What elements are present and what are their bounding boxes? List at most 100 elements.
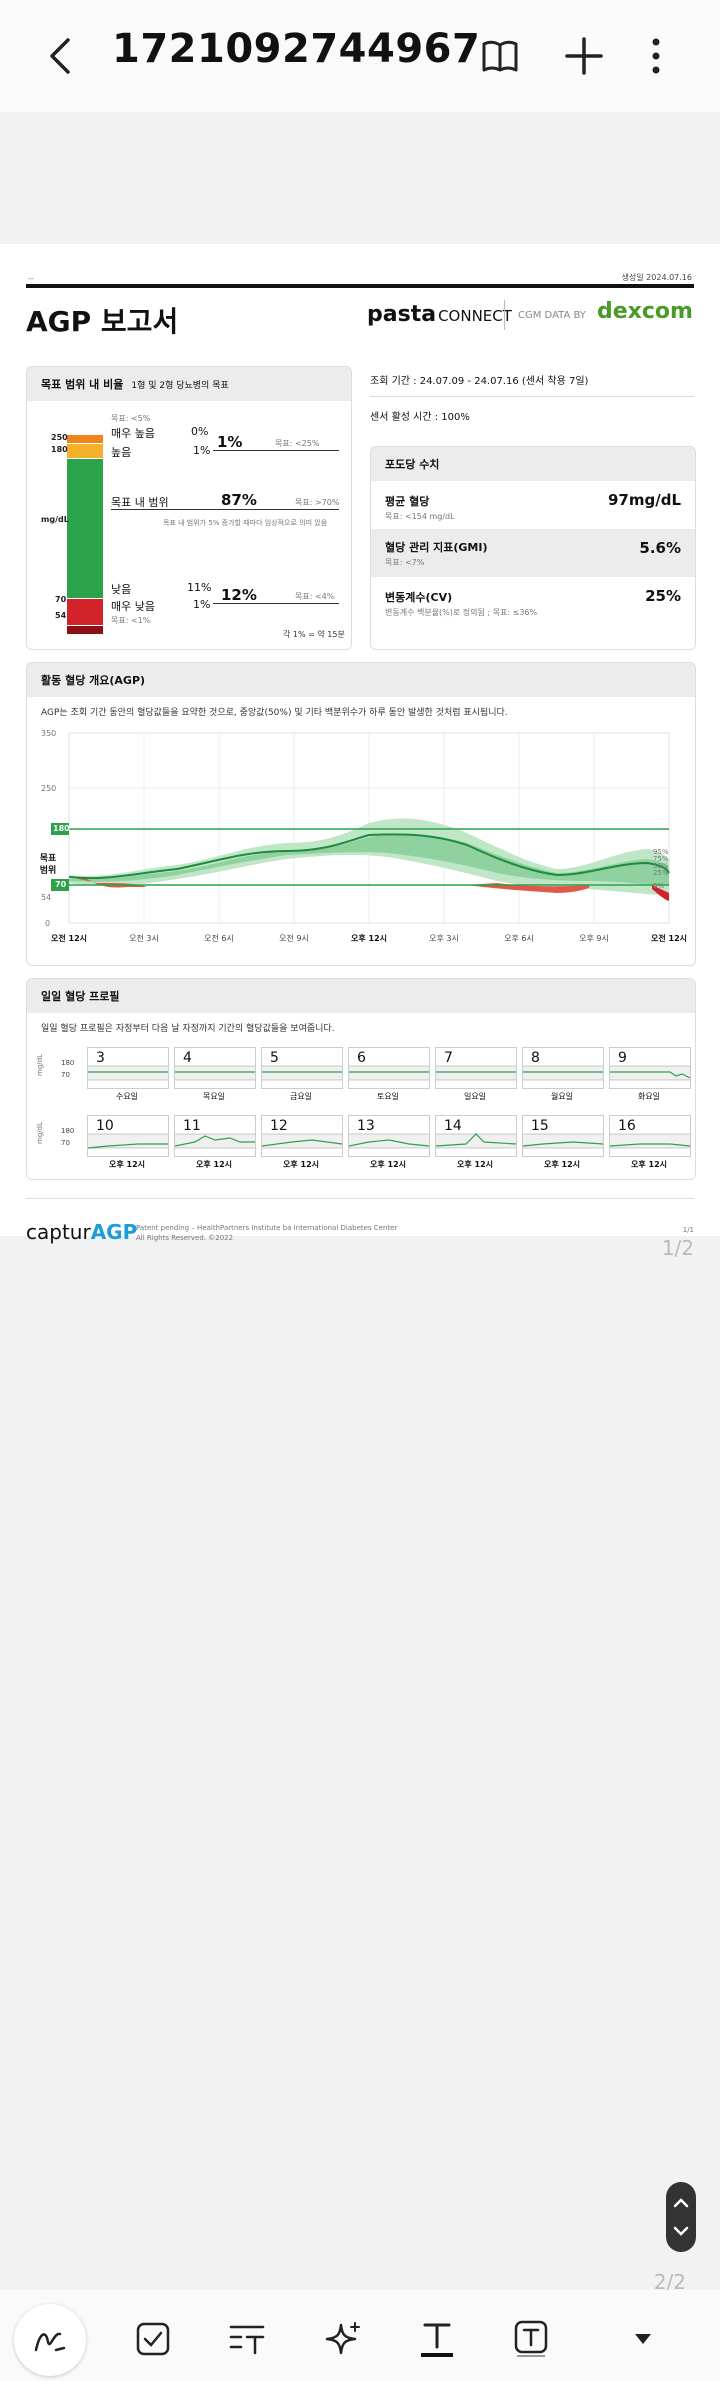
very-high-pct: 0% <box>191 425 209 438</box>
cv-value: 25% <box>645 587 681 605</box>
pen-draw-icon[interactable] <box>14 2304 86 2376</box>
daily-profile-cell: 12 <box>261 1115 343 1157</box>
bar-low <box>67 599 103 625</box>
daily-day-label: 토요일 <box>376 1092 400 1101</box>
tir-axis-54: 54 <box>55 611 67 620</box>
footer-page-small: 1/1 <box>682 1226 694 1234</box>
agp-x-label: 오후 12시 <box>351 934 387 943</box>
daily-profile-cell: 8 <box>522 1047 604 1089</box>
daily-day-label: 오후 12시 <box>631 1160 667 1169</box>
daily-day-label: 오후 12시 <box>544 1160 580 1169</box>
daily-day-label: 오후 12시 <box>196 1160 232 1169</box>
bar-very-low <box>67 626 103 634</box>
agp-x-label: 오후 3시 <box>429 934 459 943</box>
daily-description: 일일 혈당 프로필은 자정부터 다음 날 자정까지 기간의 혈당값들을 보여줍니… <box>41 1024 335 1034</box>
goal-high: 목표: <25% <box>275 439 320 448</box>
daily-day-number: 5 <box>270 1050 279 1066</box>
daily-day-label: 월요일 <box>550 1092 574 1101</box>
agp-y-54: 54 <box>41 893 52 902</box>
agp-x-label: 오전 12시 <box>51 934 87 943</box>
daily-day-number: 7 <box>444 1050 453 1066</box>
daily-day-number: 14 <box>444 1118 462 1134</box>
agp-percentiles: 95% 75% 50% 25% 5% <box>653 848 669 890</box>
text-box-icon[interactable] <box>506 2314 556 2364</box>
footer-page: 1/2 <box>661 1236 694 1260</box>
report-page: -- 생성일 2024.07.16 AGP 보고서 pasta CONNECT C… <box>0 244 720 1260</box>
daily-axis-y180: 180 <box>61 1127 75 1135</box>
daily-profile-cell: 3 <box>87 1047 169 1089</box>
daily-axis-y70: 70 <box>61 1139 70 1147</box>
header-rule <box>26 284 694 288</box>
book-icon[interactable] <box>476 28 524 84</box>
ai-sparkle-icon[interactable] <box>318 2314 368 2364</box>
chevron-down-icon[interactable] <box>618 2314 668 2364</box>
report-period: 조회 기간 : 24.07.09 - 24.07.16 (센서 착용 7일) <box>370 376 589 387</box>
goal-in-range: 목표: >70% <box>295 498 340 507</box>
agp-heading: 활동 혈당 개요(AGP) <box>27 663 695 697</box>
bar-very-high <box>67 435 103 443</box>
very-high-label: 매우 높음 <box>111 427 155 440</box>
daily-profile-cell: 15 <box>522 1115 604 1157</box>
text-tool-icon[interactable] <box>412 2314 462 2364</box>
agp-description: AGP는 조회 기간 동안의 혈당값들을 요약한 것으로, 중앙값(50%) 및… <box>41 708 508 718</box>
daily-day-number: 12 <box>270 1118 288 1134</box>
capturagp-logo: capturAGP <box>26 1220 138 1244</box>
daily-profile-cell: 10 <box>87 1115 169 1157</box>
daily-profile-cell: 7 <box>435 1047 517 1089</box>
checkbox-icon[interactable] <box>128 2314 178 2364</box>
daily-day-label: 금요일 <box>289 1092 313 1101</box>
more-options-icon[interactable] <box>632 28 680 84</box>
in-range-label: 목표 내 범위 <box>111 496 169 509</box>
avg-glucose-value: 97mg/dL <box>607 491 681 509</box>
avg-glucose-goal: 목표: <154 mg/dL <box>385 512 455 521</box>
daily-day-number: 3 <box>96 1050 105 1066</box>
daily-day-number: 10 <box>96 1118 114 1134</box>
text-format-icon[interactable] <box>222 2314 272 2364</box>
combined-low-pct: 12% <box>221 586 257 604</box>
gmi-label: 혈당 관리 지표(GMI) <box>385 541 488 554</box>
report-title: AGP 보고서 <box>26 305 179 338</box>
footer-rights: All Rights Reserved. ©2022 <box>136 1234 234 1242</box>
daily-unit-row2: mg/dL <box>35 1122 44 1144</box>
tir-axis-180: 180 <box>51 445 68 454</box>
page-scroll-control[interactable] <box>666 2182 696 2252</box>
agp-x-label: 오전 3시 <box>129 934 159 943</box>
high-pct: 1% <box>193 444 211 457</box>
in-range-rule <box>111 509 339 510</box>
agp-y-180: 180 <box>53 824 70 833</box>
pasta-logo: pasta CONNECT <box>367 302 512 327</box>
bar-high <box>67 444 103 458</box>
daily-profile-cell: 14 <box>435 1115 517 1157</box>
daily-day-number: 9 <box>618 1050 627 1066</box>
tir-axis-unit: mg/dL <box>41 515 69 524</box>
agp-target-label: 목표 범위 <box>39 854 57 876</box>
agp-x-label: 오전 12시 <box>651 934 687 943</box>
tir-footer: 각 1% = 약 15분 <box>283 630 345 639</box>
add-icon[interactable] <box>560 28 608 84</box>
period-rule <box>370 396 694 397</box>
header-dash: -- <box>28 274 34 283</box>
footer-rule <box>26 1198 694 1199</box>
very-low-label: 매우 낮음 <box>111 600 155 613</box>
agp-x-axis: 오전 12시 오전 3시 오전 6시 오전 9시 오후 12시 오후 3시 오후 6시 오후 … <box>27 933 695 947</box>
daily-day-label: 화요일 <box>637 1092 661 1101</box>
bottom-toolbar <box>0 2290 720 2381</box>
footer-patent: Patent pending – HealthPartners Institut… <box>136 1224 398 1232</box>
daily-day-number: 8 <box>531 1050 540 1066</box>
daily-axis-y70: 70 <box>61 1071 70 1079</box>
daily-day-label: 목요일 <box>202 1092 226 1101</box>
back-arrow-icon[interactable] <box>36 28 84 84</box>
cv-goal: 변동계수 백분율(%)로 정의됨 ; 목표: ≤36% <box>385 608 538 617</box>
daily-day-label: 오후 12시 <box>283 1160 319 1169</box>
daily-day-number: 11 <box>183 1118 201 1134</box>
daily-axis-y180: 180 <box>61 1059 75 1067</box>
generated-date: 생성일 2024.07.16 <box>621 273 692 282</box>
daily-profile-cell: 16 <box>609 1115 691 1157</box>
daily-profile-cell: 11 <box>174 1115 256 1157</box>
daily-profile-cell: 9 <box>609 1047 691 1089</box>
tir-axis-250: 250 <box>51 433 68 442</box>
high-rule <box>213 450 339 451</box>
glucose-heading: 포도당 수치 <box>371 447 695 481</box>
dexcom-logo: dexcom <box>597 299 693 324</box>
daily-day-label: 오후 12시 <box>109 1160 145 1169</box>
